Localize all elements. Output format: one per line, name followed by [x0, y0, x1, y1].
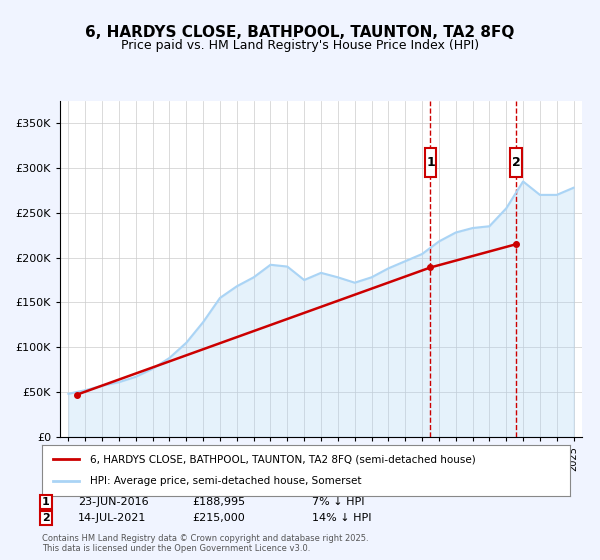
Text: £215,000: £215,000: [192, 513, 245, 523]
Text: £188,995: £188,995: [192, 497, 245, 507]
Text: 2: 2: [42, 513, 50, 523]
Text: 7% ↓ HPI: 7% ↓ HPI: [312, 497, 365, 507]
Text: 1: 1: [42, 497, 50, 507]
Text: Price paid vs. HM Land Registry's House Price Index (HPI): Price paid vs. HM Land Registry's House …: [121, 39, 479, 52]
FancyBboxPatch shape: [511, 148, 522, 177]
Text: 1: 1: [426, 156, 435, 169]
Text: 6, HARDYS CLOSE, BATHPOOL, TAUNTON, TA2 8FQ (semi-detached house): 6, HARDYS CLOSE, BATHPOOL, TAUNTON, TA2 …: [89, 454, 475, 464]
Text: 2: 2: [512, 156, 521, 169]
Text: 23-JUN-2016: 23-JUN-2016: [78, 497, 149, 507]
Text: 14-JUL-2021: 14-JUL-2021: [78, 513, 146, 523]
Text: Contains HM Land Registry data © Crown copyright and database right 2025.
This d: Contains HM Land Registry data © Crown c…: [42, 534, 368, 553]
FancyBboxPatch shape: [425, 148, 436, 177]
Text: 6, HARDYS CLOSE, BATHPOOL, TAUNTON, TA2 8FQ: 6, HARDYS CLOSE, BATHPOOL, TAUNTON, TA2 …: [85, 25, 515, 40]
Text: 14% ↓ HPI: 14% ↓ HPI: [312, 513, 371, 523]
Text: HPI: Average price, semi-detached house, Somerset: HPI: Average price, semi-detached house,…: [89, 477, 361, 487]
